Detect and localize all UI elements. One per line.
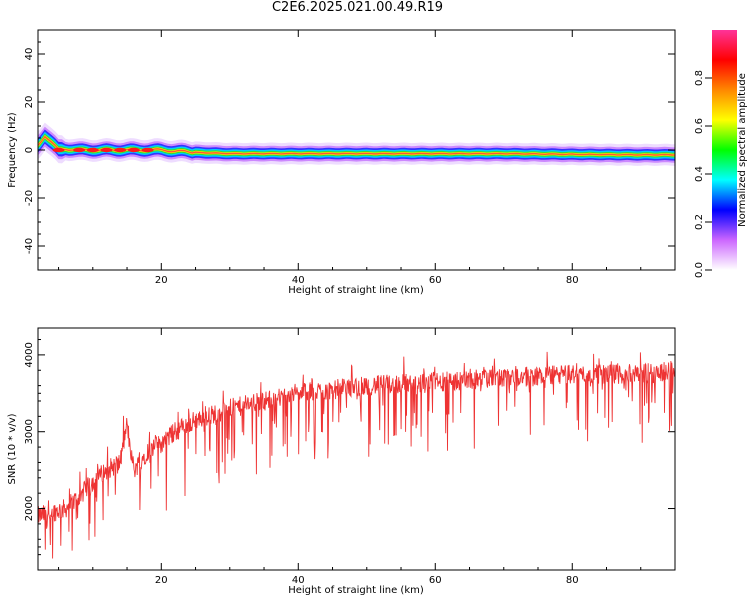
snr-axes: 20 40 60 80 2000 3000 4000: [24, 328, 676, 586]
ridge-peak: [52, 147, 65, 153]
snr-series: [38, 351, 675, 559]
colorbar: 0.0 0.2 0.4 0.6 0.8 Normalized spectral ampl…: [694, 30, 748, 278]
heatmap-ytick-label: 40: [24, 48, 35, 61]
snr-ytick-label: 2000: [24, 496, 35, 521]
colorbar-tick-label: 0.2: [694, 214, 705, 230]
heatmap-ytick-label: 0: [24, 147, 35, 153]
heatmap-xtick-label: 20: [155, 275, 168, 286]
colorbar-label: Normalized spectral amplitude: [737, 73, 748, 227]
colorbar-gradient: [712, 30, 737, 270]
snr-frame: [37, 327, 676, 571]
ridge-peak: [114, 147, 127, 153]
ridge-peak: [141, 147, 154, 153]
snr-ylabel: SNR (10 * v/v): [7, 413, 18, 484]
heatmap-ytick-label: -20: [24, 190, 35, 206]
snr-panel: 20 40 60 80 2000 3000 4000 Height of straight …: [7, 327, 676, 596]
heatmap-ridge: [38, 122, 675, 166]
heatmap-panel: 20 40 60 80 -40 -20 0 20 40 Height of straight l…: [7, 29, 676, 296]
heatmap-ytick-label: 20: [24, 96, 35, 109]
heatmap-xtick-label: 60: [429, 275, 442, 286]
ridge-band-red: [38, 135, 675, 156]
ridge-peak: [100, 147, 113, 153]
heatmap-axes: 20 40 60 80 -40 -20 0 20 40: [24, 30, 676, 286]
heatmap-xtick-label: 40: [292, 275, 305, 286]
colorbar-ticks: 0.0 0.2 0.4 0.6 0.8: [694, 70, 712, 278]
colorbar-tick-label: 0.6: [694, 118, 705, 134]
heatmap-xlabel: Height of straight line (km): [288, 285, 424, 296]
snr-line: [38, 351, 675, 559]
ridge-peak: [127, 147, 140, 153]
snr-xtick-label: 40: [292, 575, 305, 586]
colorbar-tick-label: 0.8: [694, 70, 705, 86]
snr-ytick-label: 4000: [24, 342, 35, 367]
heatmap-ytick-label: -40: [24, 238, 35, 254]
ridge-peak: [73, 147, 86, 153]
page-title: C2E6.2025.021.00.49.R19: [271, 0, 444, 15]
colorbar-tick-label: 0.4: [694, 166, 705, 182]
snr-ytick-label: 3000: [24, 419, 35, 444]
snr-xtick-label: 60: [429, 575, 442, 586]
snr-xtick-label: 20: [155, 575, 168, 586]
snr-xlabel: Height of straight line (km): [288, 585, 424, 596]
ridge-band-yellow: [38, 135, 675, 157]
snr-plot-area: [38, 328, 675, 570]
heatmap-xtick-label: 80: [566, 275, 579, 286]
colorbar-tick-label: 0.0: [694, 262, 705, 278]
heatmap-ylabel: Frequency (Hz): [7, 112, 18, 188]
ridge-peak: [86, 147, 99, 153]
snr-xtick-label: 80: [566, 575, 579, 586]
